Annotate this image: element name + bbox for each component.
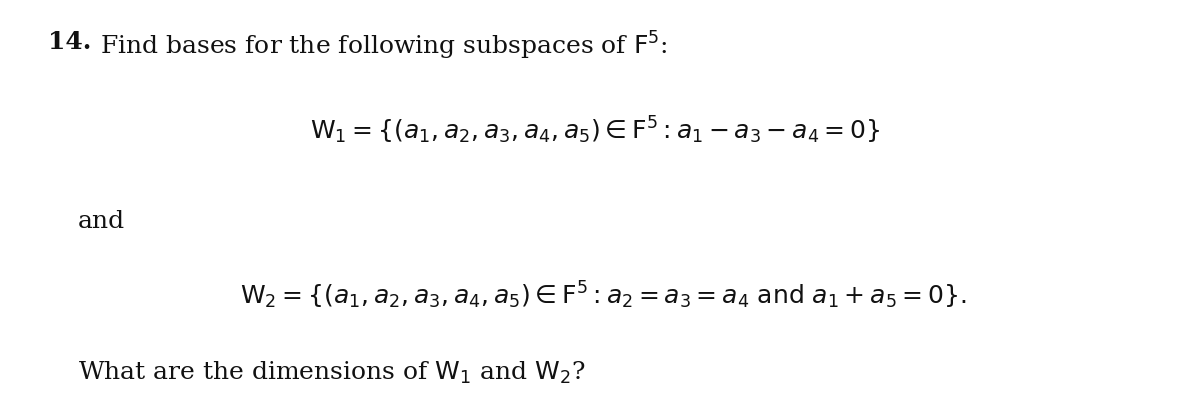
- Text: Find bases for the following subspaces of $\mathsf{F}^5$:: Find bases for the following subspaces o…: [100, 30, 667, 62]
- Text: $\mathsf{W}_1 = \{(a_1, a_2, a_3, a_4, a_5) \in \mathsf{F}^5 : a_1 - a_3 - a_4 =: $\mathsf{W}_1 = \{(a_1, a_2, a_3, a_4, a…: [310, 115, 881, 146]
- Text: and: and: [78, 209, 125, 233]
- Text: What are the dimensions of $\mathsf{W}_1$ and $\mathsf{W}_2$?: What are the dimensions of $\mathsf{W}_1…: [78, 359, 586, 385]
- Text: 14.: 14.: [48, 30, 91, 54]
- Text: $\mathsf{W}_2 = \{(a_1, a_2, a_3, a_4, a_5) \in \mathsf{F}^5 : a_2 = a_3 = a_4 \: $\mathsf{W}_2 = \{(a_1, a_2, a_3, a_4, a…: [240, 279, 966, 311]
